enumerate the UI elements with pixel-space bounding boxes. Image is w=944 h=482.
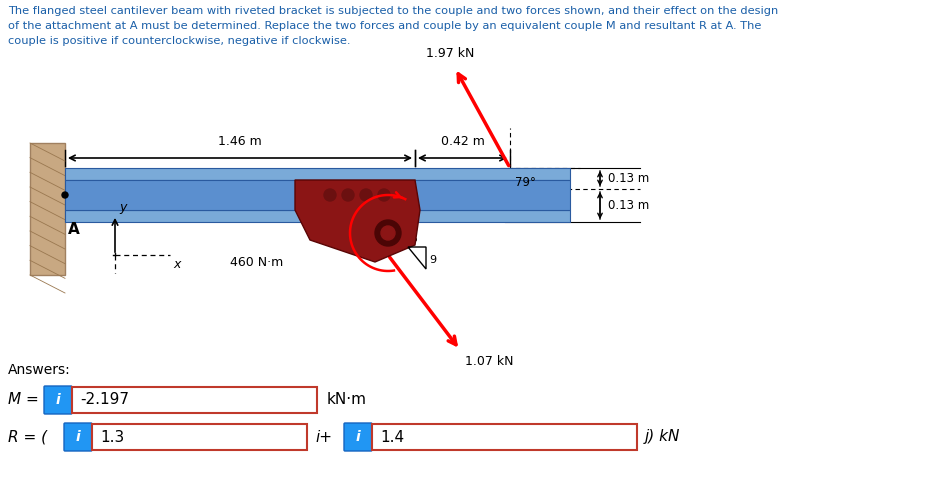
Text: i+: i+ [314, 429, 331, 444]
Text: 0.42 m: 0.42 m [440, 135, 484, 148]
Text: 1.4: 1.4 [379, 429, 404, 444]
Text: 5: 5 [410, 234, 416, 244]
Bar [65, 210, 569, 222]
Circle shape [62, 192, 68, 198]
Bar [372, 424, 636, 450]
FancyBboxPatch shape [64, 423, 92, 451]
Bar [72, 387, 316, 413]
Text: M =: M = [8, 392, 39, 407]
Bar [65, 180, 569, 210]
Text: 1.3: 1.3 [100, 429, 124, 444]
FancyBboxPatch shape [44, 386, 72, 414]
Text: i: i [76, 430, 80, 444]
Text: 1.46 m: 1.46 m [218, 135, 261, 148]
Text: A: A [68, 222, 79, 237]
Text: i: i [56, 393, 60, 407]
Text: 79°: 79° [514, 176, 535, 189]
Text: 9: 9 [429, 255, 436, 265]
Text: couple is positive if counterclockwise, negative if clockwise.: couple is positive if counterclockwise, … [8, 36, 350, 46]
Circle shape [324, 189, 336, 201]
Text: Answers:: Answers: [8, 363, 71, 377]
Bar [30, 143, 65, 275]
Text: x: x [173, 258, 180, 271]
Text: y: y [119, 201, 126, 214]
Circle shape [375, 220, 400, 246]
Circle shape [360, 189, 372, 201]
Text: -2.197: -2.197 [80, 392, 129, 407]
Text: kN·m: kN·m [327, 392, 366, 407]
Circle shape [380, 226, 395, 240]
Text: 1.07 kN: 1.07 kN [464, 355, 513, 368]
Polygon shape [295, 180, 419, 262]
Text: The flanged steel cantilever beam with riveted bracket is subjected to the coupl: The flanged steel cantilever beam with r… [8, 6, 778, 16]
Text: R = (: R = ( [8, 429, 47, 444]
Circle shape [378, 189, 390, 201]
Text: 460 N·m: 460 N·m [229, 255, 283, 268]
Text: j) kN: j) kN [645, 429, 680, 444]
Text: of the attachment at A must be determined. Replace the two forces and couple by : of the attachment at A must be determine… [8, 21, 761, 31]
Text: i: i [355, 430, 360, 444]
Text: 1.97 kN: 1.97 kN [426, 47, 474, 60]
Bar [65, 168, 569, 180]
Text: 0.13 m: 0.13 m [607, 172, 649, 185]
Circle shape [342, 189, 354, 201]
Bar [92, 424, 307, 450]
Text: 0.13 m: 0.13 m [607, 199, 649, 212]
FancyBboxPatch shape [344, 423, 372, 451]
